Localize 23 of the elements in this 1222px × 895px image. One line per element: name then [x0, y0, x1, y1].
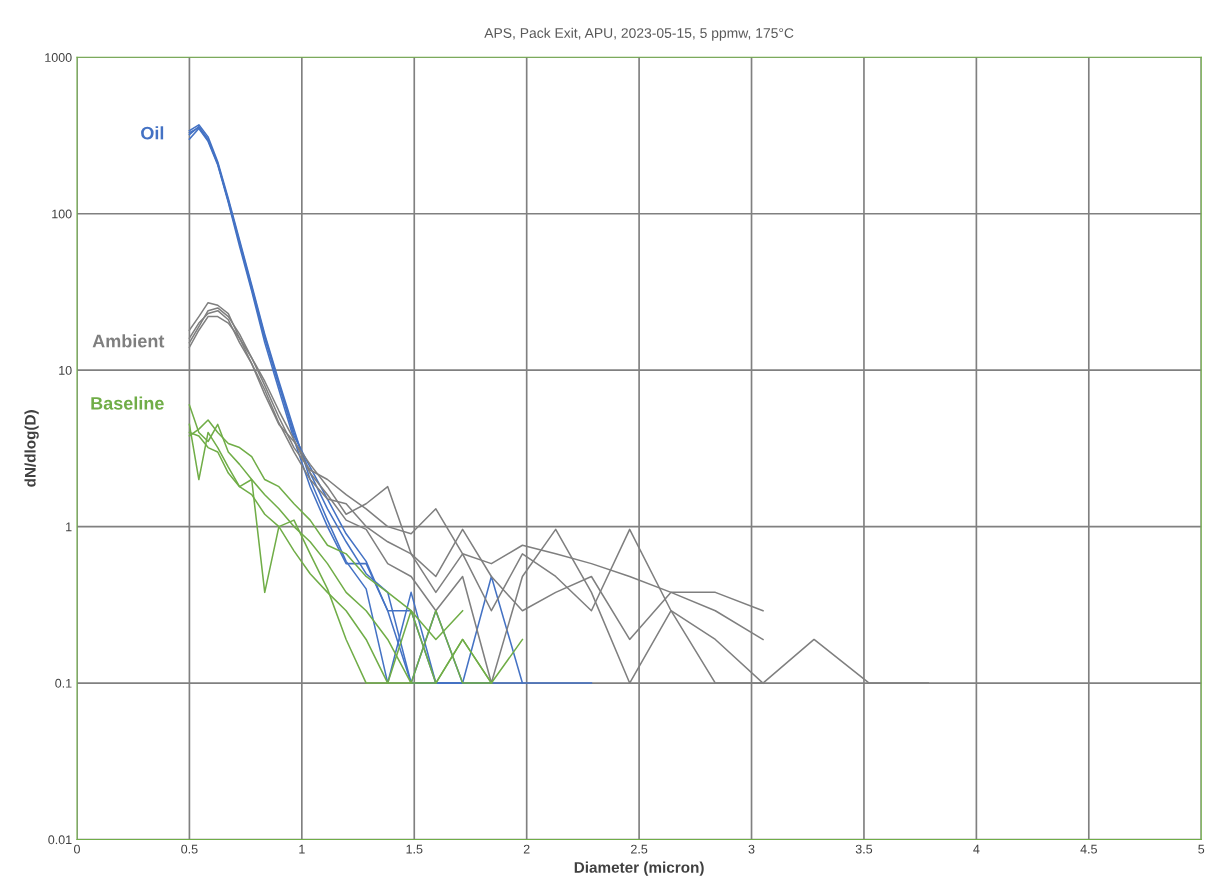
- y-tick-label: 100: [52, 209, 72, 219]
- y-tick-label: 10: [59, 365, 72, 375]
- y-tick-label: 0.01: [48, 835, 72, 845]
- chart-title: APS, Pack Exit, APU, 2023-05-15, 5 ppmw, 175°C: [484, 27, 794, 41]
- x-axis-title: Diameter (micron): [574, 861, 704, 876]
- x-tick-label: 3.5: [855, 844, 873, 854]
- x-tick-label: 4: [973, 844, 980, 854]
- x-tick-label: 1: [299, 844, 305, 854]
- y-tick-label: 0.1: [55, 678, 72, 688]
- x-tick-label: 2.5: [631, 844, 648, 854]
- series-label: Ambient: [92, 334, 165, 348]
- x-tick-label: 3: [748, 844, 755, 854]
- x-tick-label: 1.5: [406, 844, 423, 854]
- x-tick-label: 5: [1198, 844, 1205, 854]
- x-tick-label: 2: [523, 844, 530, 854]
- x-tick-label: 0: [74, 844, 80, 854]
- series-label: Oil: [141, 126, 164, 140]
- y-tick-label: 1000: [45, 53, 72, 62]
- series-label: Baseline: [91, 396, 164, 410]
- y-axis-title: dN/dlog(D): [24, 410, 39, 487]
- x-tick-label: 0.5: [181, 844, 198, 854]
- y-tick-label: 1: [66, 522, 72, 532]
- x-tick-label: 4.5: [1080, 844, 1097, 854]
